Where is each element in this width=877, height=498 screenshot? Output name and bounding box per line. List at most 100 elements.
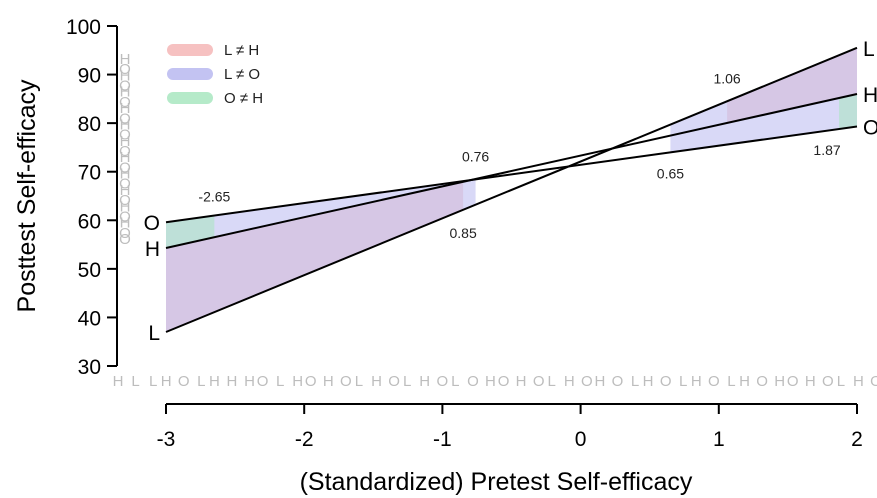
rug-x-label: O xyxy=(581,373,593,390)
rug-x-label: H xyxy=(594,373,605,390)
series-label-right-o: O xyxy=(863,117,877,140)
y-tick-label: 40 xyxy=(78,307,101,330)
johnson-neyman-annotations: -2.65 0.76 0.85 0.65 1.06 1.87 xyxy=(198,70,840,241)
series-label-right-h: H xyxy=(863,84,877,107)
rug-y-label: O xyxy=(119,94,131,111)
jn-annotation-4: 1.06 xyxy=(713,70,740,86)
y-tick-label: 80 xyxy=(78,113,101,136)
legend-swatch-1 xyxy=(167,68,213,80)
rug-x-label: O xyxy=(305,373,317,390)
rug-x-label: H xyxy=(113,373,124,390)
rug-y-label: H xyxy=(120,182,131,199)
rug-y-label: O xyxy=(119,231,131,248)
series-label-left-o: O xyxy=(144,212,160,235)
rug-x-label: O xyxy=(756,373,768,390)
rug-x-label: O xyxy=(787,373,799,390)
legend-label-1: L ≠ O xyxy=(224,66,260,83)
rug-x-label: H xyxy=(774,373,785,390)
x-tick-label: 2 xyxy=(851,428,863,451)
rug-y-label: H xyxy=(120,84,131,101)
rug-x-label: O xyxy=(498,373,510,390)
legend-label-0: L ≠ H xyxy=(224,42,259,59)
y-tick-label: 60 xyxy=(78,210,101,233)
y-tick-label: 70 xyxy=(78,162,101,185)
rug-x-label: H xyxy=(516,373,527,390)
series-label-right-l: L xyxy=(863,38,875,61)
rug-x-label: H xyxy=(209,373,220,390)
x-tick-label: 1 xyxy=(713,428,725,451)
rug-y-label: H xyxy=(120,166,131,183)
rug-x-label: L xyxy=(631,373,639,390)
rug-y-label: H xyxy=(120,149,131,166)
jn-annotation-5: 1.87 xyxy=(813,142,840,158)
rug-x-label: H xyxy=(643,373,654,390)
legend-swatch-2 xyxy=(167,92,213,104)
rug-x-label: O xyxy=(870,373,877,390)
rug-x-label: O xyxy=(257,373,269,390)
rug-x-label: O xyxy=(822,373,834,390)
y-tick-label: 50 xyxy=(78,259,101,282)
rug-x-label: O xyxy=(436,373,448,390)
rug-x-label: H xyxy=(323,373,334,390)
rug-x-label: H xyxy=(227,373,238,390)
series-line-o xyxy=(165,125,858,224)
rug-x-label: L xyxy=(837,373,845,390)
x-tick-label: -3 xyxy=(157,428,176,451)
rug-x-label: O xyxy=(340,373,352,390)
rug-y-label: O xyxy=(119,61,131,78)
rug-x-label: O xyxy=(178,373,190,390)
x-tick-label: -2 xyxy=(295,428,314,451)
rug-y-label: H xyxy=(120,215,131,232)
significance-regions xyxy=(166,47,857,332)
x-tick-label: 0 xyxy=(575,428,587,451)
rug-x-label: H xyxy=(691,373,702,390)
rug-x-label: H xyxy=(739,373,750,390)
y-tick-label: 30 xyxy=(78,356,101,379)
rug-x-label: O xyxy=(708,373,720,390)
legend: L ≠ H L ≠ O O ≠ H xyxy=(167,42,263,107)
rug-x-label: H xyxy=(292,373,303,390)
region-o-h-1 xyxy=(839,94,857,130)
rug-x-label: L xyxy=(403,373,411,390)
legend-label-2: O ≠ H xyxy=(224,90,263,107)
rug-x-label: O xyxy=(660,373,672,390)
region-l-o-1 xyxy=(670,47,857,153)
rug-x-label: H xyxy=(161,373,172,390)
rug-y-label: O xyxy=(119,127,131,144)
rug-x-label: L xyxy=(197,373,205,390)
rug-x-label: O xyxy=(533,373,545,390)
rug-x-label: O xyxy=(612,373,624,390)
rug-y-label: H xyxy=(120,67,131,84)
rug-x-label: H xyxy=(805,373,816,390)
rug-y-label: H xyxy=(120,198,131,215)
rug-y-label: O xyxy=(119,78,131,95)
rug-x-label: O xyxy=(467,373,479,390)
rug-x-label: L xyxy=(149,373,157,390)
rug-x-label: H xyxy=(419,373,430,390)
legend-swatch-0 xyxy=(167,44,213,56)
region-l-o-0 xyxy=(166,179,476,332)
axes xyxy=(116,26,857,405)
jn-annotation-0: -2.65 xyxy=(198,189,230,205)
rug-x-label: L xyxy=(727,373,735,390)
rug-x-label: H xyxy=(371,373,382,390)
jn-annotation-2: 0.85 xyxy=(450,225,477,241)
series-line-l xyxy=(165,46,858,333)
rug-x-label: L xyxy=(355,373,363,390)
series-label-left-l: L xyxy=(148,322,160,345)
rug-x-label: O xyxy=(388,373,400,390)
rug-y-label: O xyxy=(119,176,131,193)
rug-y-label: O xyxy=(119,159,131,176)
y-tick-label: 90 xyxy=(78,65,101,88)
jn-annotation-1: 0.76 xyxy=(462,148,489,164)
rug-x-label: H xyxy=(485,373,496,390)
rug-y-label: H xyxy=(120,51,131,68)
rug-x-label: H xyxy=(564,373,575,390)
rug-y-label: O xyxy=(119,192,131,209)
rug-y-label: H xyxy=(120,100,131,117)
rug-x-label: L xyxy=(451,373,459,390)
rug-y-label: H xyxy=(120,133,131,150)
rug-x-label: L xyxy=(131,373,139,390)
